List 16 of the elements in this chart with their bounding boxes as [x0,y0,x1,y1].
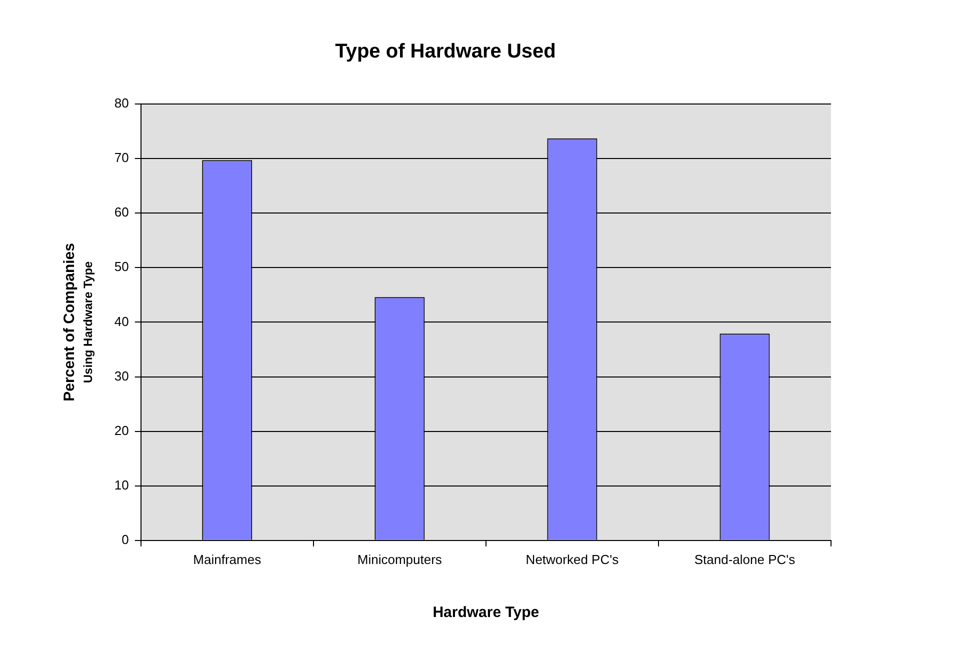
x-axis-title: Hardware Type [432,604,540,622]
y-tick-label: 70 [114,150,129,166]
x-tick-label: Stand-alone PC's [694,552,796,567]
y-tick-label: 0 [122,532,129,547]
x-tick-label: Minicomputers [357,552,442,567]
y-tick-label: 50 [114,259,129,274]
y-tick-label: 10 [114,477,129,492]
y-tick-label: 40 [114,314,129,329]
y-tick-label: 30 [114,368,129,384]
y-tick-label: 60 [114,204,129,220]
y-tick-label: 20 [114,422,129,438]
x-tick-label: Mainframes [193,552,262,567]
y-axis-title: Percent of Companies Using Hardware Type [61,243,96,402]
y-tick-label: 80 [114,96,129,111]
chart-title: Type of Hardware Used [335,40,556,63]
x-tick-label: Networked PC's [526,552,620,567]
